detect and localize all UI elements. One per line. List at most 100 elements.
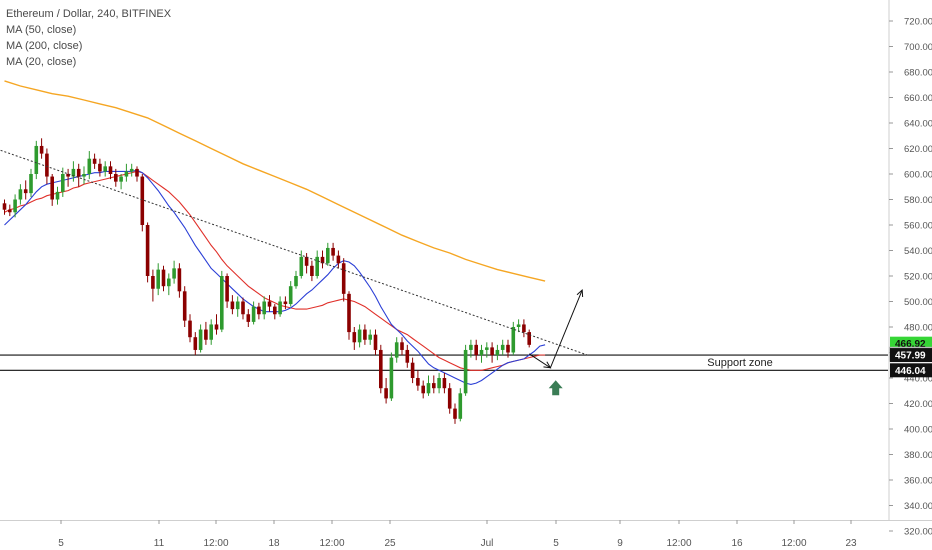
candle-down (527, 332, 531, 345)
ma200-line (4, 80, 546, 282)
y-tick-label: 520.00 (904, 272, 932, 283)
candle-up (209, 324, 213, 340)
candle-up (13, 199, 17, 213)
candle-down (50, 176, 54, 200)
candle-up (500, 344, 505, 350)
y-tick-label: 660.00 (904, 93, 932, 104)
price-badge-bg (890, 363, 932, 378)
candle-down (151, 276, 155, 289)
candle-up (103, 166, 107, 172)
candle-down (92, 158, 97, 164)
candle-up (29, 174, 33, 194)
y-tick-label: 640.00 (904, 119, 932, 130)
candle-down (310, 265, 314, 276)
x-tick-label: 5 (58, 538, 64, 549)
candle-down (39, 145, 44, 154)
forecast-arrowhead-down (543, 361, 552, 369)
price-badge-text: 446.04 (895, 366, 926, 377)
x-tick-label: 25 (384, 538, 396, 549)
candle-down (161, 269, 166, 287)
y-tick-label: 440.00 (904, 374, 932, 385)
candle-down (421, 385, 425, 394)
candle-up (251, 306, 256, 322)
candle-up (315, 256, 319, 276)
candle-down (506, 344, 510, 353)
candle-down (400, 342, 404, 350)
candle-up (262, 301, 266, 315)
candle-up (198, 329, 203, 350)
y-tick-label: 380.00 (904, 450, 932, 461)
candle-down (98, 163, 102, 172)
candle-down (320, 256, 325, 264)
y-tick-label: 480.00 (904, 323, 932, 334)
y-tick-label: 680.00 (904, 68, 932, 79)
support-zone-label: Support zone (707, 357, 772, 369)
candle-down (2, 203, 7, 210)
y-tick-label: 600.00 (904, 170, 932, 181)
candle-up (288, 286, 293, 305)
candle-up (463, 349, 468, 394)
price-badge-level: 446.04 (890, 363, 932, 378)
y-tick-label: 700.00 (904, 42, 932, 53)
trendline (0, 149, 588, 356)
candle-down (283, 301, 288, 305)
candle-down (188, 320, 192, 338)
x-tick-label: 23 (845, 538, 857, 549)
y-tick-label: 540.00 (904, 246, 932, 257)
candle-down (352, 332, 357, 343)
candle-down (267, 301, 272, 307)
x-tick-label: 12:00 (319, 538, 344, 549)
candle-up (71, 168, 76, 177)
y-tick-label: 580.00 (904, 195, 932, 206)
legend-ma50: MA (50, close) (6, 24, 77, 36)
candle-up (220, 276, 224, 330)
x-tick-label: 11 (154, 538, 165, 549)
candle-up (437, 378, 441, 389)
price-badge-bg (890, 348, 932, 363)
candle-up (129, 168, 134, 172)
candle-up (82, 174, 86, 177)
candle-up (426, 383, 431, 394)
candle-up (368, 334, 372, 340)
candle-down (273, 306, 277, 315)
y-tick-label: 400.00 (904, 425, 932, 436)
x-tick-label: 12:00 (666, 538, 691, 549)
candle-up (516, 324, 521, 327)
candle-down (241, 301, 245, 315)
candle-down (453, 408, 457, 419)
price-badge-text: 457.99 (895, 351, 926, 362)
candle-down (416, 378, 420, 386)
candle-down (204, 329, 208, 340)
y-tick-label: 560.00 (904, 221, 932, 232)
candle-down (384, 388, 388, 399)
candle-down (257, 306, 261, 315)
candle-down (230, 301, 235, 310)
candle-up (18, 189, 23, 200)
x-tick-label: 5 (553, 538, 559, 549)
candle-down (347, 293, 351, 333)
candle-down (363, 329, 367, 340)
candle-down (182, 291, 187, 321)
candle-down (336, 255, 341, 264)
candle-down (246, 314, 251, 322)
x-tick-label: 18 (268, 538, 280, 549)
candle-down (214, 324, 219, 330)
candle-up (495, 349, 500, 356)
candle-up (124, 171, 129, 177)
candle-up (511, 327, 516, 353)
price-badge-level: 457.99 (890, 348, 932, 363)
y-tick-label: 500.00 (904, 297, 932, 308)
candle-down (341, 263, 346, 294)
legend-ma200: MA (200, close) (6, 40, 83, 52)
candle-up (357, 329, 362, 343)
candle-up (34, 145, 39, 174)
candle-down (108, 166, 113, 174)
price-badge-text: 466.92 (895, 339, 926, 350)
y-tick-label: 320.00 (904, 527, 932, 538)
chart-legend: Ethereum / Dollar, 240, BITFINEX MA (50,… (6, 6, 171, 70)
candle-down (373, 334, 378, 350)
moving-averages (4, 80, 546, 385)
candle-down (522, 324, 526, 333)
y-tick-label: 360.00 (904, 476, 932, 487)
